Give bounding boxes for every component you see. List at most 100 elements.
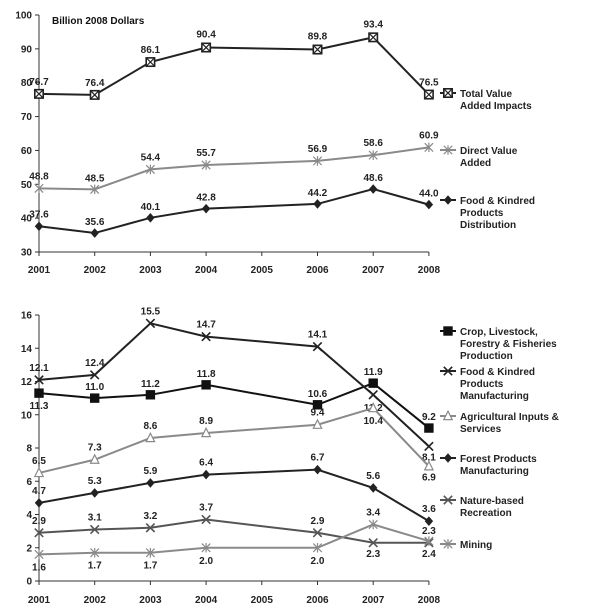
data-label: 3.6 xyxy=(422,504,436,515)
x-tick-label: 2002 xyxy=(84,265,107,276)
chart-panel-1: 30 40 50 60 70 80 90 100 2001 2002 2003 2004 2005 200… xyxy=(15,11,535,277)
x-tick-label: 2008 xyxy=(418,265,441,276)
data-point xyxy=(368,150,378,160)
data-label: 55.7 xyxy=(196,148,216,159)
legend-swatch-marker xyxy=(442,409,454,421)
data-point xyxy=(424,516,434,526)
legend-swatch-marker xyxy=(443,453,453,463)
data-label: 5.9 xyxy=(143,466,157,477)
data-point-cross xyxy=(90,90,100,100)
data-point xyxy=(424,423,434,433)
data-point xyxy=(201,160,211,170)
data-label: 9.4 xyxy=(311,408,325,419)
series-forest-products-manufacturing: 4.7 5.3 5.9 6.4 6.7 5.6 3.6 xyxy=(32,453,436,526)
data-label: 1.6 xyxy=(32,562,46,573)
unit-label: Billion 2008 Dollars xyxy=(52,16,145,27)
legend-swatch-marker xyxy=(443,326,453,336)
x-tick-label: 2002 xyxy=(84,595,107,606)
data-point xyxy=(33,466,45,478)
y-tick-label: 8 xyxy=(26,444,32,455)
legend-label: Manufacturing xyxy=(460,466,529,477)
data-label: 86.1 xyxy=(141,45,161,56)
data-point xyxy=(201,542,211,553)
data-label: 2.3 xyxy=(366,549,380,560)
series-food-kindred-products-distribution: 37.6 35.6 40.1 42.8 44.2 48.6 44.0 xyxy=(29,173,439,238)
data-label: 4.7 xyxy=(32,486,46,497)
data-label: 76.7 xyxy=(29,77,49,88)
data-label: 93.4 xyxy=(363,19,383,30)
data-label: 3.1 xyxy=(88,512,102,523)
x-tick-label: 2001 xyxy=(28,595,51,606)
data-point xyxy=(34,388,44,398)
series-agricultural-inputs-services: 6.5 7.3 8.6 8.9 9.4 10.4 6.9 xyxy=(32,401,436,483)
legend-label: Manufacturing xyxy=(460,391,529,402)
data-label: 2.4 xyxy=(422,549,436,560)
y-tick-label: 30 xyxy=(21,248,33,259)
data-point-cross xyxy=(312,44,323,55)
legend-label: Products xyxy=(460,379,504,390)
data-label: 56.9 xyxy=(308,144,328,155)
data-point xyxy=(313,199,322,209)
y-tick-label: 0 xyxy=(26,577,32,588)
data-label: 2.9 xyxy=(32,516,46,527)
x-tick-label: 2006 xyxy=(306,595,329,606)
data-label: 76.5 xyxy=(419,78,439,89)
data-point xyxy=(201,380,211,390)
data-point xyxy=(34,375,44,385)
data-label: 8.6 xyxy=(143,421,157,432)
y-tick-label: 4 xyxy=(26,510,32,521)
data-point xyxy=(89,453,100,464)
data-label: 5.6 xyxy=(366,471,380,482)
y-tick-label: 10 xyxy=(21,410,33,421)
data-label: 8.1 xyxy=(422,452,436,463)
data-label: 37.6 xyxy=(29,209,49,220)
data-point xyxy=(368,390,378,400)
data-point xyxy=(145,390,156,400)
data-label: 6.7 xyxy=(311,453,325,464)
data-label: 2.0 xyxy=(311,556,325,567)
data-point-cross xyxy=(424,89,434,100)
data-point xyxy=(90,547,100,558)
data-label: 6.9 xyxy=(422,472,436,483)
data-point xyxy=(34,528,44,538)
legend-item-agricultural-inputs-services: Agricultural Inputs &Services xyxy=(440,409,559,435)
data-point xyxy=(145,431,156,443)
legend-label: Food & Kindred xyxy=(460,367,535,378)
legend-label: Products xyxy=(460,208,504,219)
data-label: 2.3 xyxy=(422,526,436,537)
data-label: 11.2 xyxy=(141,379,160,390)
x-tick-label: 2007 xyxy=(362,595,385,606)
data-label: 11.9 xyxy=(364,367,383,378)
series-mining: 1.6 1.7 1.7 2.0 2.0 3.4 2.4 xyxy=(32,507,436,573)
y-tick-label: 90 xyxy=(21,44,33,55)
x-tick-label: 2004 xyxy=(195,595,218,606)
series-total-value-added-impacts: 76.7 76.4 86.1 90.4 89.8 93.4 76.5 xyxy=(29,19,439,100)
y-tick-label: 40 xyxy=(21,214,33,225)
data-label: 11.3 xyxy=(30,401,49,412)
x-tick-label: 2005 xyxy=(251,595,274,606)
y-tick-label: 100 xyxy=(15,11,32,22)
series-nature-based-recreation: 2.9 3.1 3.2 3.7 2.9 2.3 2.3 xyxy=(32,502,436,559)
y-tick-label: 6 xyxy=(26,477,32,488)
data-label: 42.8 xyxy=(196,193,216,204)
data-point xyxy=(90,228,99,238)
data-label: 10.4 xyxy=(363,416,383,427)
legend-label: Agricultural Inputs & xyxy=(460,412,559,423)
data-point xyxy=(424,199,434,210)
data-point xyxy=(313,464,322,475)
legend-label: Nature-based xyxy=(460,496,524,507)
data-point xyxy=(368,378,378,388)
x-tick-label: 2007 xyxy=(362,265,385,276)
y-tick-label: 70 xyxy=(21,112,33,123)
data-label: 44.2 xyxy=(308,188,328,199)
data-label: 11.8 xyxy=(197,369,216,380)
legend-swatch-marker xyxy=(443,195,453,205)
data-point xyxy=(146,478,155,488)
data-label: 9.2 xyxy=(422,412,436,423)
data-point xyxy=(145,164,156,175)
data-label: 76.4 xyxy=(85,78,105,89)
data-label: 14.7 xyxy=(196,320,216,331)
